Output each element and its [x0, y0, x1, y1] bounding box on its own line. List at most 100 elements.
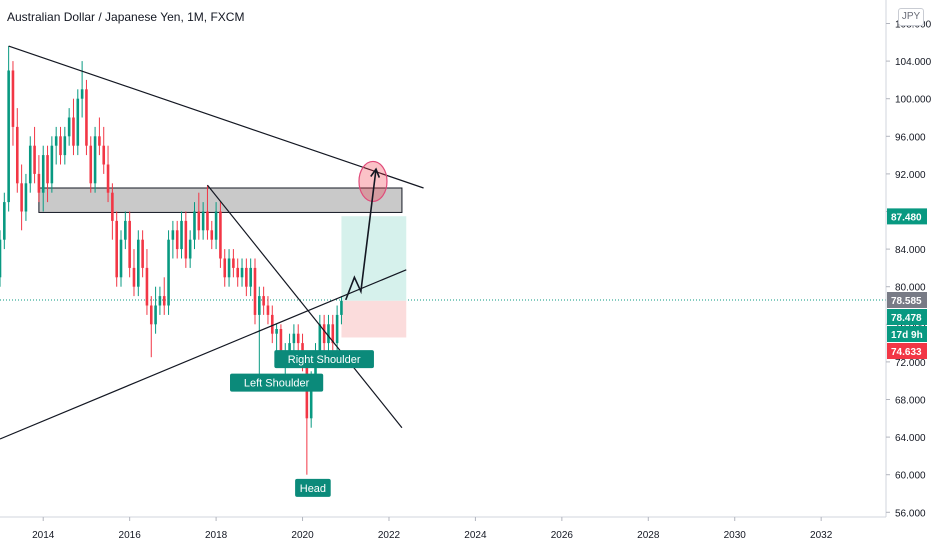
candle[interactable]: [236, 258, 240, 287]
candle[interactable]: [137, 230, 140, 297]
candle[interactable]: [175, 220, 179, 259]
candle[interactable]: [162, 277, 166, 315]
candle[interactable]: [270, 305, 274, 344]
x-tick-label: 2018: [205, 530, 228, 541]
candles[interactable]: [0, 46, 343, 475]
candle[interactable]: [111, 183, 114, 240]
candle[interactable]: [232, 249, 235, 278]
candle[interactable]: [167, 230, 170, 315]
candle[interactable]: [76, 89, 80, 156]
candle[interactable]: [262, 286, 265, 315]
candle[interactable]: [11, 61, 15, 146]
candle-body: [89, 145, 93, 184]
candle[interactable]: [37, 155, 41, 203]
candle-body: [11, 70, 15, 127]
candle[interactable]: [41, 145, 45, 212]
candle[interactable]: [54, 126, 58, 165]
candle[interactable]: [124, 211, 127, 250]
candle-body: [132, 267, 136, 287]
candle-body: [28, 145, 32, 184]
candle[interactable]: [322, 314, 326, 353]
candle[interactable]: [180, 211, 183, 259]
candle[interactable]: [331, 314, 335, 353]
zone-stop: [341, 300, 407, 338]
candle[interactable]: [0, 230, 2, 287]
candle[interactable]: [340, 296, 343, 325]
candle[interactable]: [3, 192, 6, 250]
candle[interactable]: [89, 136, 93, 193]
y-tick-label: 104.000: [895, 57, 932, 68]
candle[interactable]: [227, 249, 231, 287]
candle[interactable]: [93, 126, 97, 193]
candle-body: [197, 211, 201, 231]
candle[interactable]: [206, 185, 209, 240]
candle[interactable]: [80, 61, 84, 118]
candle[interactable]: [327, 314, 330, 353]
candle[interactable]: [223, 249, 227, 287]
candle[interactable]: [72, 98, 75, 156]
candle[interactable]: [63, 126, 67, 165]
candle[interactable]: [132, 249, 136, 297]
time-axis[interactable]: 2014 2016 2018 2020 2022 2024 2026 2028 2030 2032: [32, 517, 833, 541]
candle[interactable]: [193, 202, 196, 250]
candle[interactable]: [249, 258, 252, 297]
candle[interactable]: [240, 258, 244, 287]
candle[interactable]: [119, 230, 123, 287]
candle[interactable]: [128, 211, 131, 278]
annotation-left-shoulder[interactable]: Left Shoulder: [230, 373, 324, 392]
trendline[interactable]: [0, 269, 407, 440]
candle[interactable]: [149, 296, 153, 358]
trendlines: [0, 45, 424, 440]
annotation-head[interactable]: Head: [295, 478, 331, 497]
candle[interactable]: [98, 117, 101, 156]
candle[interactable]: [59, 126, 62, 165]
candle[interactable]: [245, 258, 248, 297]
candle-body: [340, 300, 343, 315]
candle[interactable]: [20, 164, 23, 231]
candle[interactable]: [201, 202, 205, 240]
candle[interactable]: [85, 79, 88, 156]
price-label: 87.480: [887, 208, 927, 225]
candle[interactable]: [275, 324, 278, 353]
candle[interactable]: [335, 305, 339, 353]
candle[interactable]: [106, 145, 110, 203]
candle[interactable]: [292, 324, 296, 353]
candle[interactable]: [141, 230, 144, 278]
candle[interactable]: [50, 136, 54, 193]
candle-body: [201, 211, 205, 231]
candle[interactable]: [296, 324, 300, 353]
candle[interactable]: [24, 173, 28, 221]
price-label-text: 17d 9h: [891, 330, 923, 341]
candle[interactable]: [258, 286, 261, 381]
candle[interactable]: [7, 46, 10, 212]
candle-body: [141, 239, 144, 268]
candle[interactable]: [219, 202, 222, 268]
candle-body: [318, 324, 322, 353]
candle-body: [288, 343, 291, 353]
candle[interactable]: [184, 211, 188, 268]
candle[interactable]: [158, 286, 162, 315]
trendline[interactable]: [8, 45, 424, 189]
candle[interactable]: [33, 126, 36, 184]
currency-button[interactable]: JPY: [898, 8, 924, 26]
candle[interactable]: [28, 136, 32, 193]
candle[interactable]: [102, 126, 106, 174]
candle-body: [240, 267, 244, 278]
candle-body: [128, 220, 131, 268]
candle[interactable]: [210, 220, 214, 250]
candle[interactable]: [188, 230, 192, 268]
candle[interactable]: [67, 108, 71, 146]
candle[interactable]: [171, 220, 175, 259]
candle[interactable]: [15, 108, 19, 193]
candle[interactable]: [154, 286, 157, 334]
candle[interactable]: [145, 249, 149, 315]
annotation-right-shoulder[interactable]: Right Shoulder: [274, 350, 374, 369]
candle[interactable]: [115, 211, 118, 287]
candle[interactable]: [266, 296, 270, 325]
zone-target: [341, 216, 407, 301]
trendline[interactable]: [206, 184, 403, 429]
candle[interactable]: [197, 192, 201, 240]
candle[interactable]: [214, 202, 218, 250]
candle[interactable]: [46, 145, 49, 203]
candle[interactable]: [253, 258, 257, 325]
